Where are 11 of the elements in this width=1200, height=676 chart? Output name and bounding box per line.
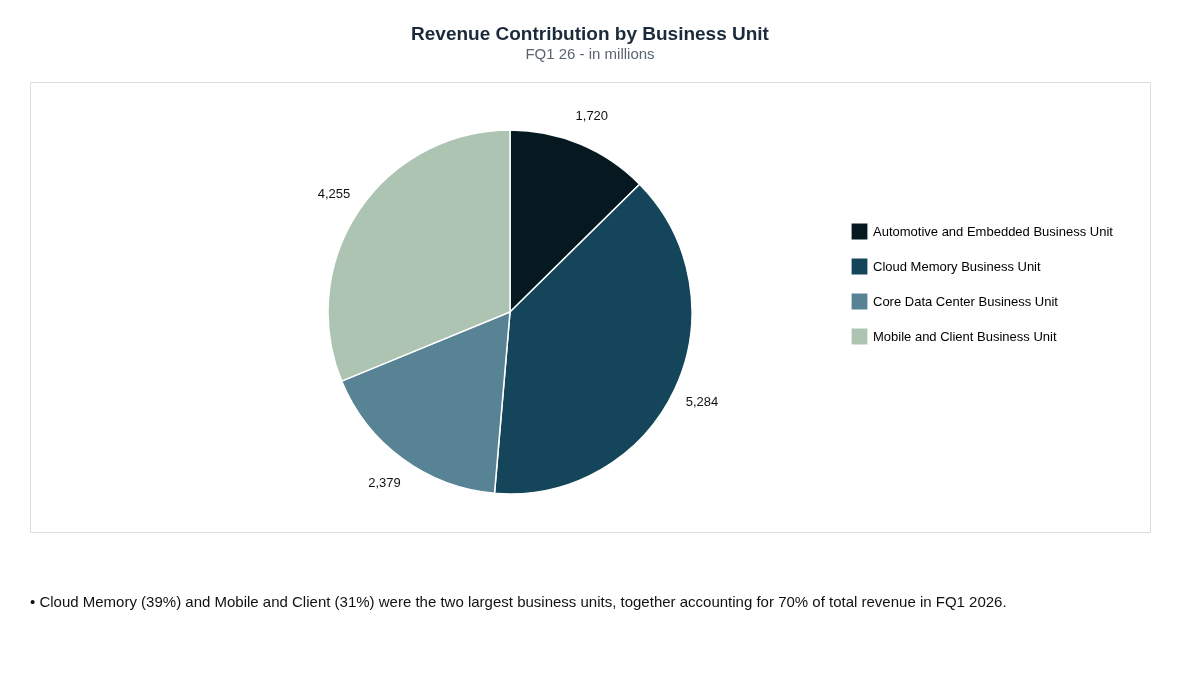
legend-label: Core Data Center Business Unit [873, 293, 1059, 309]
data-label: 2,379 [368, 474, 401, 490]
data-label: 5,284 [685, 394, 719, 410]
data-label: 1,720 [575, 108, 609, 124]
text: • Cloud Memory (39%) and Mobile and Client (31%) were the two largest business units, together accounting for 70% of total revenue in FQ1 2026. [30, 593, 1007, 610]
legend-label: Cloud Memory Business Unit [873, 258, 1041, 274]
legend-label: Automotive and Embedded Business Unit [873, 223, 1114, 239]
data-label: 4,255 [317, 185, 351, 201]
chart-title: Revenue Contribution by Business Unit [411, 23, 770, 44]
legend-label: Mobile and Client Business Unit [873, 328, 1057, 344]
chart-subtitle: FQ1 26 - in millions [525, 45, 655, 62]
